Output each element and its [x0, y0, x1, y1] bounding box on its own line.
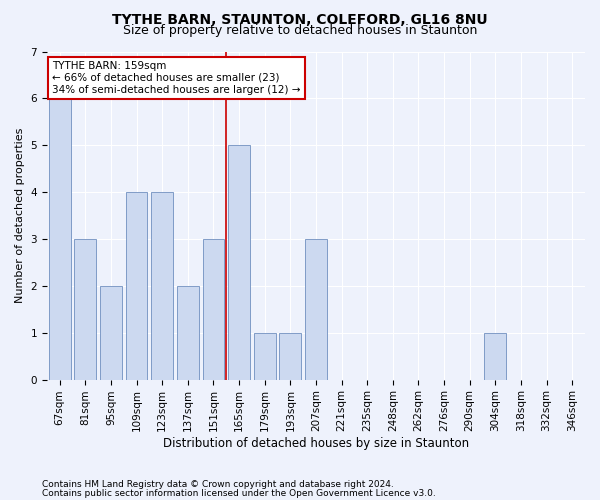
Bar — [305, 239, 327, 380]
Text: Contains HM Land Registry data © Crown copyright and database right 2024.: Contains HM Land Registry data © Crown c… — [42, 480, 394, 489]
Bar — [125, 192, 148, 380]
Bar — [151, 192, 173, 380]
Bar — [49, 98, 71, 380]
X-axis label: Distribution of detached houses by size in Staunton: Distribution of detached houses by size … — [163, 437, 469, 450]
Text: Contains public sector information licensed under the Open Government Licence v3: Contains public sector information licen… — [42, 489, 436, 498]
Bar — [74, 239, 96, 380]
Y-axis label: Number of detached properties: Number of detached properties — [15, 128, 25, 303]
Text: TYTHE BARN: 159sqm
← 66% of detached houses are smaller (23)
34% of semi-detache: TYTHE BARN: 159sqm ← 66% of detached hou… — [52, 62, 301, 94]
Bar — [254, 332, 275, 380]
Text: TYTHE BARN, STAUNTON, COLEFORD, GL16 8NU: TYTHE BARN, STAUNTON, COLEFORD, GL16 8NU — [112, 12, 488, 26]
Bar — [203, 239, 224, 380]
Bar — [484, 332, 506, 380]
Bar — [228, 145, 250, 380]
Bar — [280, 332, 301, 380]
Bar — [100, 286, 122, 380]
Bar — [177, 286, 199, 380]
Text: Size of property relative to detached houses in Staunton: Size of property relative to detached ho… — [123, 24, 477, 37]
